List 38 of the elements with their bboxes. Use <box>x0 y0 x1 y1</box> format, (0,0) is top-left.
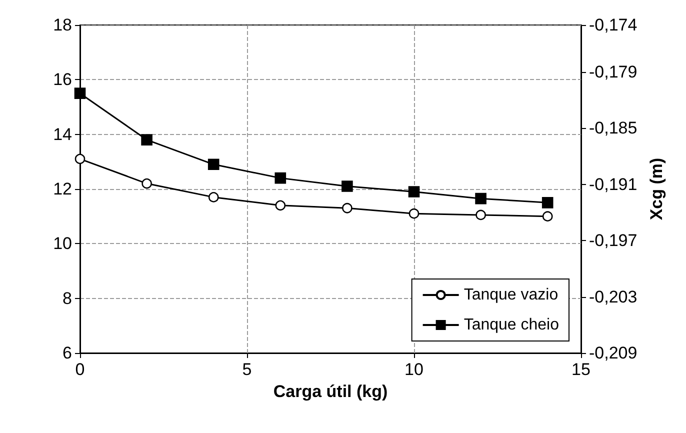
y2-tick-label: -0,203 <box>589 287 638 306</box>
y-tick-label: 18 <box>53 16 72 34</box>
legend-label: Tanque vazio <box>464 286 558 304</box>
point <box>542 211 553 222</box>
y2-tick-label: -0,197 <box>589 231 638 250</box>
y2-tick-label: -0,209 <box>589 344 638 362</box>
y2-tick-label: -0,174 <box>589 16 638 34</box>
y-tick-label: 6 <box>62 344 72 362</box>
y2-axis-title: Xcg (m) <box>647 158 666 220</box>
legend-label: Tanque cheio <box>464 316 560 334</box>
y-tick-label: 16 <box>53 70 72 90</box>
point <box>542 197 554 208</box>
point <box>141 134 152 146</box>
point <box>408 208 420 219</box>
y-tick-label: 10 <box>53 234 72 254</box>
point <box>476 210 486 220</box>
y2-tick-label: -0,185 <box>589 118 638 138</box>
point <box>475 192 486 204</box>
point <box>275 200 286 211</box>
point <box>342 180 353 192</box>
point <box>142 178 152 189</box>
y-tick-label: 14 <box>53 124 72 144</box>
x-tick-label: 5 <box>242 360 252 379</box>
point <box>208 158 220 170</box>
point <box>342 202 352 214</box>
x-tick-label: 0 <box>75 360 85 379</box>
y2-tick-label: -0,191 <box>589 174 638 194</box>
y-tick-label: 8 <box>62 288 72 308</box>
y-tick-label: 12 <box>53 180 72 198</box>
x-axis-title: Carga útil (kg) <box>273 382 388 401</box>
x-tick-label: 15 <box>572 360 590 379</box>
point <box>74 88 86 99</box>
x-tick-label: 10 <box>404 360 424 379</box>
point <box>74 154 86 164</box>
y2-tick-label: -0,179 <box>589 62 638 82</box>
point <box>208 192 219 202</box>
point <box>408 186 420 198</box>
point <box>274 172 286 184</box>
